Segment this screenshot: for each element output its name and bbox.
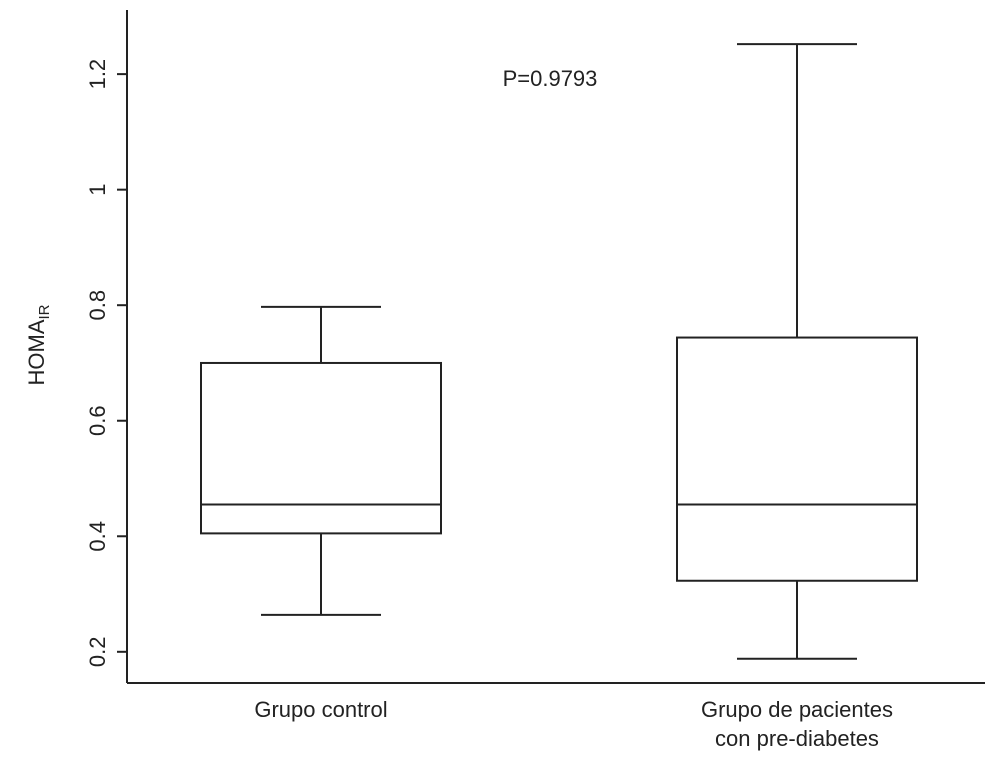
x-tick-label: Grupo de pacientes con pre-diabetes <box>700 697 894 751</box>
y-tick-label: 0.6 <box>85 405 110 436</box>
y-label-main: HOMA <box>24 319 49 385</box>
y-axis-label: HOMAIR <box>24 304 53 385</box>
y-tick-label: 1 <box>85 184 110 196</box>
y-tick-label: 1.2 <box>85 59 110 90</box>
annotation: P=0.9793 <box>503 66 598 91</box>
y-label-subscript: IR <box>36 304 53 319</box>
box <box>676 336 918 582</box>
x-tick-label: Grupo control <box>254 697 388 722</box>
y-tick-label: 0.2 <box>85 637 110 668</box>
y-tick-label: 0.8 <box>85 290 110 321</box>
box <box>200 361 442 535</box>
y-tick-label: 0.4 <box>85 521 110 552</box>
